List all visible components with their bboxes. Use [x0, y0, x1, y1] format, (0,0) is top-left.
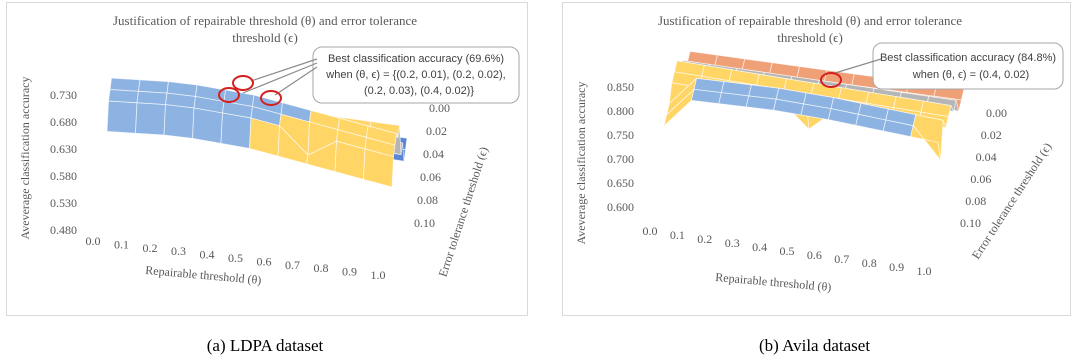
best-point-marker — [260, 90, 282, 106]
x-tick-label: 0.8 — [862, 256, 877, 270]
best-point-marker — [232, 75, 254, 91]
x-tick-label: 0.5 — [228, 251, 243, 265]
chart-title-line-1: Justification of repairable threshold (θ… — [113, 13, 417, 28]
chart-title-line-2: threshold (ϵ) — [232, 30, 298, 45]
y-tick-label: 0.00 — [429, 101, 450, 115]
z-tick-label: 0.650 — [607, 176, 634, 190]
figure-caption: (a) LDPA dataset — [206, 336, 324, 355]
x-tick-label: 0.1 — [670, 228, 685, 242]
y-tick-label: 0.08 — [965, 194, 986, 208]
y-tick-label: 0.02 — [426, 124, 447, 138]
best-accuracy-callout: Best classification accuracy (69.6%) whe… — [218, 46, 520, 106]
surface-cell — [106, 100, 138, 134]
best-point-marker — [218, 87, 240, 103]
surface-cell — [363, 148, 394, 188]
z-axis-label: Aveverage classification accuracy — [574, 81, 588, 244]
callout-line-3: (0.2, 0.03), (0.4, 0.02)} — [364, 85, 474, 97]
z-tick-label: 0.580 — [50, 169, 77, 183]
x-tick-label: 0.1 — [114, 237, 129, 251]
x-tick-label: 0.8 — [314, 261, 329, 275]
callout-pointer — [274, 66, 318, 96]
z-tick-label: 0.600 — [607, 200, 634, 214]
x-tick-label: 1.0 — [371, 268, 386, 282]
y-tick-label: 0.02 — [981, 128, 1002, 142]
x-axis-label: Repairable threshold (θ) — [145, 263, 262, 287]
surface-chart: Justification of repairable threshold (θ… — [574, 13, 1064, 294]
surface-group — [106, 77, 408, 188]
z-tick-label: 0.750 — [607, 128, 634, 142]
callout-line-2: when (θ, ϵ) = (0.4, 0.02) — [912, 69, 1029, 81]
x-tick-label: 0.3 — [725, 236, 740, 250]
surface-chart: Justification of repairable threshold (θ… — [18, 13, 520, 287]
surface-cell — [192, 107, 223, 144]
y-tick-label: 0.04 — [976, 150, 997, 164]
x-tick-labels: 0.0 0.1 0.2 0.3 0.4 0.5 0.6 0.7 0.8 0.9 1.0 — [643, 224, 932, 278]
x-tick-label: 0.6 — [257, 254, 272, 268]
z-tick-label: 0.630 — [50, 142, 77, 156]
y-axis-label: Error tolerance threshold (ϵ) — [436, 145, 491, 278]
callout-pointer — [834, 58, 882, 74]
callout-line-1: Best classification accuracy (69.6%) — [328, 53, 504, 65]
y-tick-labels: 0.00 0.02 0.04 0.06 0.08 0.10 — [414, 101, 450, 230]
surface-cell — [910, 124, 942, 162]
x-axis-label: Repairable threshold (θ) — [715, 270, 832, 294]
z-tick-label: 0.700 — [607, 152, 634, 166]
z-tick-label: 0.730 — [50, 88, 77, 102]
y-tick-label: 0.06 — [420, 170, 441, 184]
y-tick-label: 0.10 — [960, 216, 981, 230]
surface-cell — [135, 102, 166, 136]
z-tick-label: 0.680 — [50, 115, 77, 129]
z-axis-label: Aveverage classification accuracy — [18, 76, 32, 239]
x-tick-label: 0.0 — [86, 234, 101, 248]
y-tick-label: 0.04 — [423, 147, 444, 161]
x-tick-label: 1.0 — [917, 264, 932, 278]
figure-caption: (b) Avila dataset — [758, 336, 871, 355]
best-accuracy-callout: Best classification accuracy (84.8%) whe… — [820, 42, 1064, 90]
y-tick-label: 0.06 — [970, 172, 991, 186]
x-tick-label: 0.3 — [171, 244, 186, 258]
x-tick-label: 0.9 — [889, 260, 904, 274]
chart-title-line-2: threshold (ϵ) — [777, 30, 843, 45]
surface-cell — [138, 79, 169, 94]
chart-frame: Justification of repairable threshold (θ… — [6, 2, 528, 316]
z-tick-labels: 0.480 0.530 0.580 0.630 0.680 0.730 — [50, 88, 77, 237]
surface-cell — [220, 112, 252, 149]
x-tick-label: 0.0 — [643, 224, 658, 238]
x-tick-label: 0.7 — [285, 258, 300, 272]
surface-cell — [136, 90, 168, 106]
x-tick-label: 0.5 — [780, 244, 795, 258]
z-tick-label: 0.800 — [607, 104, 634, 118]
y-tick-label: 0.10 — [414, 216, 435, 230]
x-tick-label: 0.4 — [200, 248, 215, 262]
z-tick-label: 0.480 — [50, 223, 77, 237]
x-tick-label: 0.7 — [834, 252, 849, 266]
z-tick-label: 0.530 — [50, 196, 77, 210]
x-tick-label: 0.2 — [143, 241, 158, 255]
y-tick-label: 0.08 — [417, 193, 438, 207]
callout-pointer — [242, 62, 318, 94]
x-tick-label: 0.2 — [697, 232, 712, 246]
callout-line-2: when (θ, ϵ) = {(0.2, 0.01), (0.2, 0.02), — [325, 69, 505, 81]
surface-cell — [108, 89, 139, 104]
y-tick-labels: 0.00 0.02 0.04 0.06 0.08 0.10 — [960, 106, 1007, 230]
callout-box — [312, 46, 520, 104]
chart-frame: Justification of repairable threshold (θ… — [562, 2, 1071, 316]
callout-pointer — [250, 58, 318, 82]
surface-cell — [163, 104, 195, 139]
callout-box — [872, 42, 1064, 90]
chart-title-line-1: Justification of repairable threshold (θ… — [658, 13, 962, 28]
x-tick-label: 0.4 — [752, 240, 767, 254]
best-point-marker — [820, 72, 842, 88]
z-tick-labels: 0.600 0.650 0.700 0.750 0.800 0.850 — [607, 80, 634, 214]
surface-cell — [109, 77, 141, 92]
y-tick-label: 0.00 — [986, 106, 1007, 120]
callout-line-1: Best classification accuracy (84.8%) — [880, 52, 1056, 64]
z-tick-label: 0.850 — [607, 80, 634, 94]
x-tick-labels: 0.0 0.1 0.2 0.3 0.4 0.5 0.6 0.7 0.8 0.9 1.0 — [86, 234, 386, 282]
x-tick-label: 0.6 — [807, 248, 822, 262]
x-tick-label: 0.9 — [342, 265, 357, 279]
